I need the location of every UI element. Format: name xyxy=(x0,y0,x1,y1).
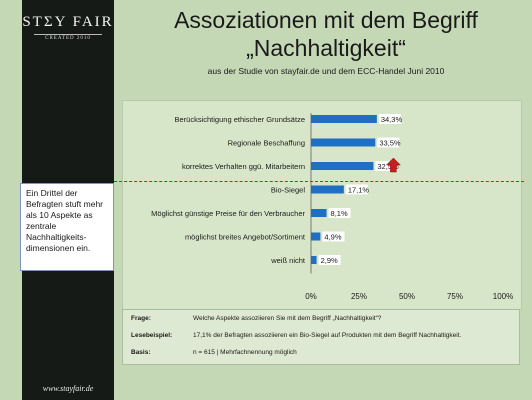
category-label: weiß nicht xyxy=(270,256,306,265)
frage-text: Welche Aspekte assoziieren Sie mit dem B… xyxy=(193,315,382,322)
lesebeispiel-label: Lesebeispiel: xyxy=(131,332,173,339)
page-subtitle: aus der Studie von stayfair.de und dem E… xyxy=(207,66,445,76)
frage-label: Frage: xyxy=(131,315,151,322)
up-arrow-icon xyxy=(385,157,402,173)
callout-box: Ein Drittel der Befragten stuft mehr als… xyxy=(20,183,114,271)
category-label: Möglichst günstige Preise für den Verbra… xyxy=(151,209,305,218)
value-label: 4,9% xyxy=(324,233,341,242)
value-label-bg xyxy=(378,114,401,124)
brand-logo-subtitle: CREATED 2010 xyxy=(45,36,91,41)
value-label-bg xyxy=(377,137,400,148)
footer-info-box: Frage: Welche Aspekte assoziieren Sie mi… xyxy=(122,309,520,365)
x-tick-label: 50% xyxy=(399,292,415,301)
value-label: 32,5% xyxy=(377,162,399,171)
value-label-bg xyxy=(345,184,368,195)
value-label-bg xyxy=(322,231,345,242)
x-tick-label: 25% xyxy=(351,292,367,301)
bar xyxy=(311,162,374,170)
category-label: möglichst breites Angebot/Sortiment xyxy=(185,233,306,242)
value-label-bg xyxy=(328,208,351,218)
category-label: Regionale Beschaffung xyxy=(228,139,305,148)
value-label: 8,1% xyxy=(331,209,348,218)
category-label: korrektes Verhalten ggü. Mitarbeitern xyxy=(182,162,305,171)
basis-text: n = 615 | Mehrfachnennung möglich xyxy=(193,349,297,356)
brand-logo: STΣY FAIR xyxy=(22,14,114,30)
basis-label: Basis: xyxy=(131,349,151,356)
bar xyxy=(311,256,317,264)
value-label: 33,5% xyxy=(379,139,401,148)
category-label: Bio-Siegel xyxy=(271,186,306,195)
x-tick-label: 0% xyxy=(305,292,317,301)
lesebeispiel-text: 17,1% der Befragten assoziieren ein Bio-… xyxy=(193,332,462,339)
bar xyxy=(311,115,377,123)
bar xyxy=(311,185,344,194)
logo-divider xyxy=(34,34,102,35)
page-title-line1: Assoziationen mit dem Begriff xyxy=(174,7,478,33)
value-label-bg xyxy=(318,255,341,265)
bar-chart: Berücksichtigung ethischer Grundsätze 34,… xyxy=(151,113,513,301)
value-label: 17,1% xyxy=(348,186,370,195)
bar xyxy=(311,138,376,147)
value-label-bg xyxy=(375,161,398,171)
x-tick-label: 100% xyxy=(493,292,513,301)
category-label: Berücksichtigung ethischer Grundsätze xyxy=(175,115,306,124)
page-title-line2: „Nachhaltigkeit“ xyxy=(246,35,406,61)
bar xyxy=(311,232,321,241)
value-label: 34,3% xyxy=(381,115,403,124)
website-link[interactable]: www.stayfair.de xyxy=(42,384,94,393)
chart-area: Berücksichtigung ethischer Grundsätze 34,… xyxy=(122,100,522,310)
bar xyxy=(311,209,327,217)
value-label: 2,9% xyxy=(321,256,338,265)
x-tick-label: 75% xyxy=(447,292,463,301)
divider-dashed-line xyxy=(114,181,524,182)
